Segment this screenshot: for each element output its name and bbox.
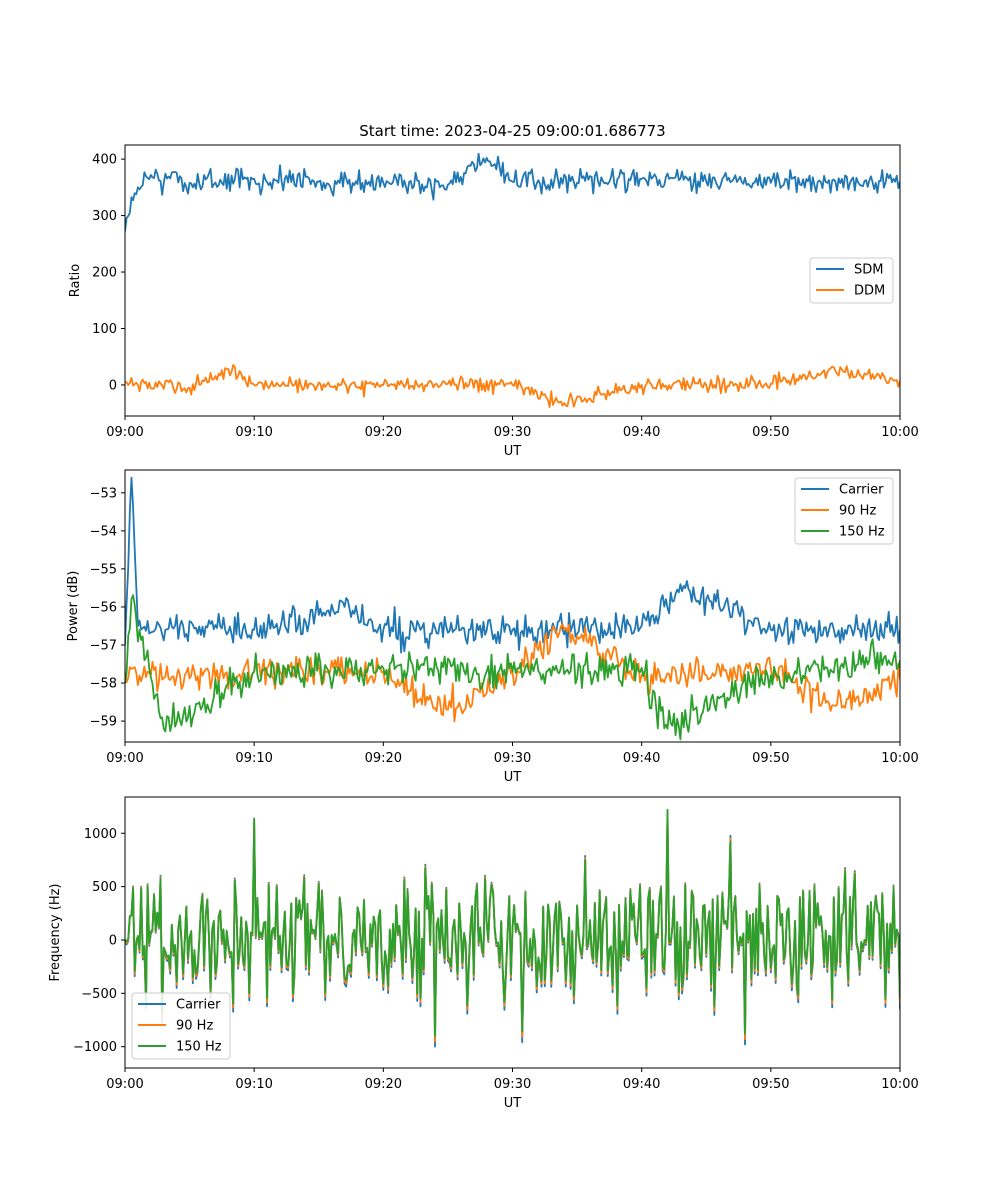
- x-tick-label: 09:40: [623, 425, 660, 440]
- x-tick-label: 10:00: [881, 751, 918, 766]
- legend-entry: Carrier: [176, 998, 221, 1013]
- x-axis-label: UT: [504, 770, 522, 785]
- legend-entry: 90 Hz: [176, 1019, 213, 1034]
- x-tick-label: 09:30: [494, 751, 531, 766]
- y-tick-label: 0: [109, 378, 117, 393]
- x-tick-label: 09:00: [106, 1077, 143, 1092]
- y-tick-label: 1000: [84, 827, 117, 842]
- legend-entry: 90 Hz: [839, 504, 876, 519]
- x-tick-label: 09:50: [752, 1077, 789, 1092]
- y-tick-label: −56: [90, 600, 117, 615]
- series-line-150-hz: [125, 594, 900, 741]
- x-tick-label: 10:00: [881, 425, 918, 440]
- y-axis-label: Ratio: [68, 264, 83, 297]
- x-tick-label: 09:40: [623, 751, 660, 766]
- y-tick-label: −54: [90, 524, 117, 539]
- y-tick-label: −58: [90, 677, 117, 692]
- legend-entry: Carrier: [839, 483, 884, 498]
- y-tick-label: −53: [90, 486, 117, 501]
- x-tick-label: 09:30: [494, 1077, 531, 1092]
- y-tick-label: 100: [92, 322, 117, 337]
- y-tick-label: −57: [90, 638, 117, 653]
- y-axis-label: Power (dB): [66, 571, 81, 642]
- legend-entry: 150 Hz: [839, 525, 885, 540]
- y-tick-label: −500: [81, 987, 117, 1002]
- series-line-150-hz: [125, 808, 900, 1037]
- legend-entry: SDM: [854, 263, 883, 278]
- series-line-sdm: [125, 152, 900, 232]
- series-lines: [125, 476, 900, 741]
- x-tick-label: 10:00: [881, 1077, 918, 1092]
- x-tick-label: 09:10: [235, 425, 272, 440]
- legend-entry: DDM: [854, 284, 885, 299]
- chart-title: Start time: 2023-04-25 09:00:01.686773: [359, 122, 665, 140]
- series-lines: [125, 808, 900, 1048]
- x-tick-label: 09:00: [106, 751, 143, 766]
- y-tick-label: −55: [90, 562, 117, 577]
- x-tick-label: 09:00: [106, 425, 143, 440]
- y-tick-label: 400: [92, 153, 117, 168]
- y-axis-label: Frequency (Hz): [48, 883, 63, 981]
- x-tick-label: 09:20: [365, 751, 402, 766]
- x-tick-label: 09:30: [494, 425, 531, 440]
- x-tick-label: 09:10: [235, 751, 272, 766]
- x-tick-label: 09:10: [235, 1077, 272, 1092]
- legend-box: [794, 477, 894, 545]
- subplot-2: 09:00 09:10 09:20 09:30 09:40 09:50 10:00 −53 −5…: [66, 469, 919, 785]
- series-line-ddm: [125, 364, 900, 408]
- series-lines: [125, 152, 900, 408]
- y-tick-label: 0: [109, 933, 117, 948]
- subplot-1: 09:00 09:10 09:20 09:30 09:40 09:50 10:00 0 100 2…: [68, 122, 919, 459]
- y-tick-label: 500: [92, 880, 117, 895]
- axes-frame: [124, 469, 901, 743]
- y-tick-label: 200: [92, 266, 117, 281]
- x-tick-label: 09:20: [365, 425, 402, 440]
- y-tick-label: −1000: [73, 1040, 117, 1055]
- subplot-3: 09:00 09:10 09:20 09:30 09:40 09:50 10:00 1000 5…: [48, 796, 919, 1111]
- x-tick-label: 09:20: [365, 1077, 402, 1092]
- x-tick-label: 09:40: [623, 1077, 660, 1092]
- x-tick-label: 09:50: [752, 425, 789, 440]
- x-axis-label: UT: [504, 444, 522, 459]
- legend-box: [131, 992, 231, 1060]
- legend: SDM DDM: [809, 257, 894, 304]
- legend-entry: 150 Hz: [176, 1040, 222, 1055]
- y-tick-label: −59: [90, 715, 117, 730]
- series-line-carrier: [125, 476, 900, 654]
- legend: Carrier 90 Hz 150 Hz: [131, 992, 231, 1060]
- x-tick-label: 09:50: [752, 751, 789, 766]
- legend: Carrier 90 Hz 150 Hz: [794, 477, 894, 545]
- y-tick-label: 300: [92, 209, 117, 224]
- x-axis-label: UT: [504, 1096, 522, 1111]
